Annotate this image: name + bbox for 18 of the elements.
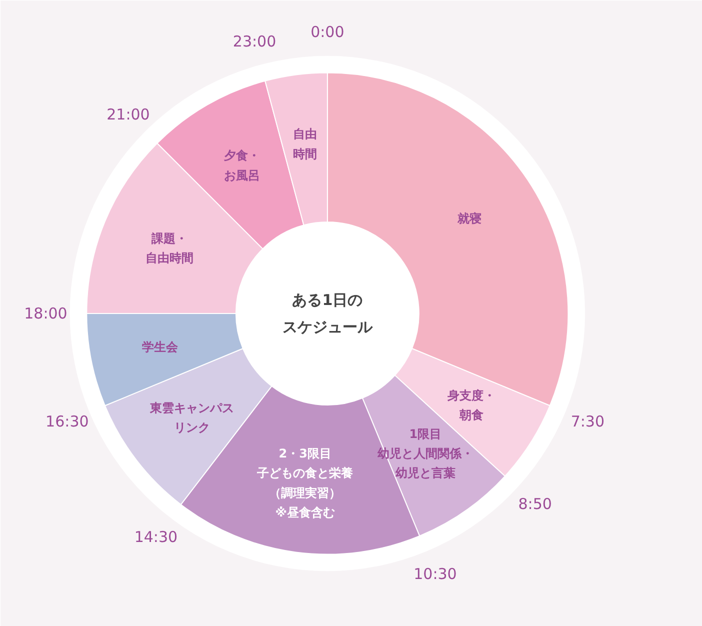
slice-label: 自由時間 [293,127,318,161]
slice-label: 2・3限目子どもの食と栄養（調理実習）※昼食含む [256,446,354,520]
slice-label: 身支度・朝食 [446,388,496,422]
slice-label: 学生会 [142,340,179,354]
text: ある1日のスケジュール [282,291,374,336]
slice-label: 夕食・お風呂 [222,148,260,182]
slice-label: 課題・自由時間 [145,231,194,265]
text: 23:00 [232,32,276,50]
slice-label: 就寝 [456,212,482,226]
text: 7:30 [570,412,605,430]
text: 8:50 [518,494,552,513]
text: 16:30 [46,412,89,430]
text: 14:30 [134,528,178,546]
text: 10:30 [414,564,457,583]
text: 21:00 [106,105,150,124]
slice-label: 東雲キャンパスリンク [148,400,234,434]
text: 18:00 [24,304,68,322]
text: 0:00 [310,22,344,41]
